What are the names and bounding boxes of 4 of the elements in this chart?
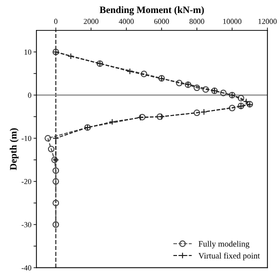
legend-label: Fully modeling	[198, 240, 250, 248]
x-axis-title: Bending Moment (kN-m)	[100, 6, 204, 16]
y-axis-title: Depth (m)	[10, 128, 19, 170]
legend-label: Virtual fixed point	[198, 252, 260, 260]
